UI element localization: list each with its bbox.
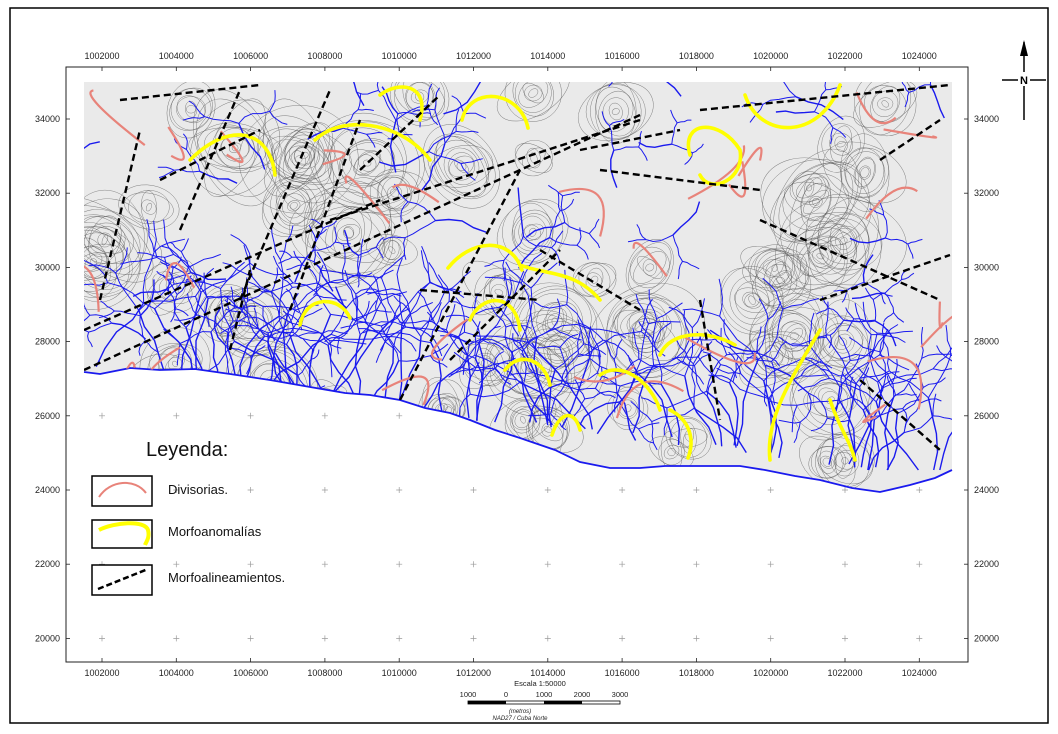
- legend-title: Leyenda:: [146, 439, 228, 461]
- scale-tick-2: 1000: [536, 690, 553, 699]
- x-tick-label: 1006000: [233, 51, 268, 61]
- legend-label-anomaly: Morfoanomalías: [168, 524, 262, 539]
- stream: [58, 163, 66, 187]
- y-tick-labels-left: 34000 32000 30000 28000 26000 24000 22000 20000: [35, 114, 70, 643]
- x-tick-label: 1018000: [679, 668, 714, 678]
- x-tick-label: 1014000: [530, 51, 565, 61]
- scale-tick-4: 3000: [612, 690, 629, 699]
- stream: [993, 359, 1016, 376]
- y-tick-labels-right: 34000 32000 30000 28000 26000 24000 22000 20000: [964, 114, 999, 643]
- y-tick-label: 28000: [974, 337, 999, 347]
- x-tick-label: 1002000: [84, 51, 119, 61]
- legend-swatch-lineament: [92, 565, 152, 595]
- x-tick-label: 1018000: [679, 51, 714, 61]
- y-tick-label: 34000: [974, 114, 999, 124]
- stream: [366, 62, 379, 64]
- x-tick-label: 1016000: [605, 51, 640, 61]
- stream: [29, 144, 41, 156]
- x-tick-label: 1022000: [827, 51, 862, 61]
- y-tick-label: 24000: [974, 485, 999, 495]
- scale-unit: (metros): [509, 709, 531, 715]
- stream: [965, 376, 993, 408]
- x-tick-label: 1004000: [159, 668, 194, 678]
- legend-label-divide: Divisorias.: [168, 482, 228, 497]
- y-tick-label: 20000: [35, 633, 60, 643]
- x-tick-label: 1010000: [382, 668, 417, 678]
- stream: [634, 33, 645, 47]
- stream: [491, 33, 499, 54]
- y-tick-label: 28000: [35, 337, 60, 347]
- scale-bar: Escala 1:50000 1000 0 1000 2000 3000 (me…: [460, 679, 629, 722]
- y-tick-label: 32000: [974, 188, 999, 198]
- x-tick-label: 1014000: [530, 668, 565, 678]
- y-tick-label: 20000: [974, 633, 999, 643]
- stream: [499, 49, 521, 54]
- north-arrow-icon: N: [1002, 40, 1046, 120]
- x-tick-label: 1012000: [456, 668, 491, 678]
- x-tick-label: 1012000: [456, 51, 491, 61]
- legend-label-lineament: Morfoalineamientos.: [168, 570, 285, 585]
- x-tick-label: 1008000: [307, 668, 342, 678]
- x-tick-label: 1016000: [605, 668, 640, 678]
- stream: [980, 351, 993, 376]
- x-tick-label: 1002000: [84, 668, 119, 678]
- scale-tick-3: 2000: [574, 690, 591, 699]
- legend-swatch-divide: [92, 476, 152, 506]
- y-tick-label: 32000: [35, 188, 60, 198]
- x-tick-label: 1020000: [753, 668, 788, 678]
- stream: [41, 156, 66, 163]
- x-tick-label: 1022000: [827, 668, 862, 678]
- scale-tick-0: 1000: [460, 690, 477, 699]
- stream: [366, 51, 372, 63]
- x-tick-label: 1008000: [307, 51, 342, 61]
- scale-tick-1: 0: [504, 690, 508, 699]
- x-tick-label: 1006000: [233, 668, 268, 678]
- x-tick-label: 1004000: [159, 51, 194, 61]
- north-label: N: [1020, 75, 1028, 87]
- y-tick-label: 24000: [35, 485, 60, 495]
- x-tick-label: 1010000: [382, 51, 417, 61]
- x-tick-label: 1024000: [902, 51, 937, 61]
- x-tick-label: 1024000: [902, 668, 937, 678]
- stream: [25, 156, 42, 159]
- scale-title: Escala 1:50000: [514, 679, 566, 688]
- y-tick-label: 26000: [35, 411, 60, 421]
- y-tick-label: 26000: [974, 411, 999, 421]
- x-tick-label: 1020000: [753, 51, 788, 61]
- y-tick-label: 34000: [35, 114, 60, 124]
- y-tick-label: 22000: [35, 559, 60, 569]
- y-tick-label: 30000: [35, 262, 60, 272]
- y-tick-label: 22000: [974, 559, 999, 569]
- scale-datum: NAD27 / Cuba Norte: [492, 716, 548, 722]
- y-tick-label: 30000: [974, 262, 999, 272]
- stream: [616, 46, 634, 48]
